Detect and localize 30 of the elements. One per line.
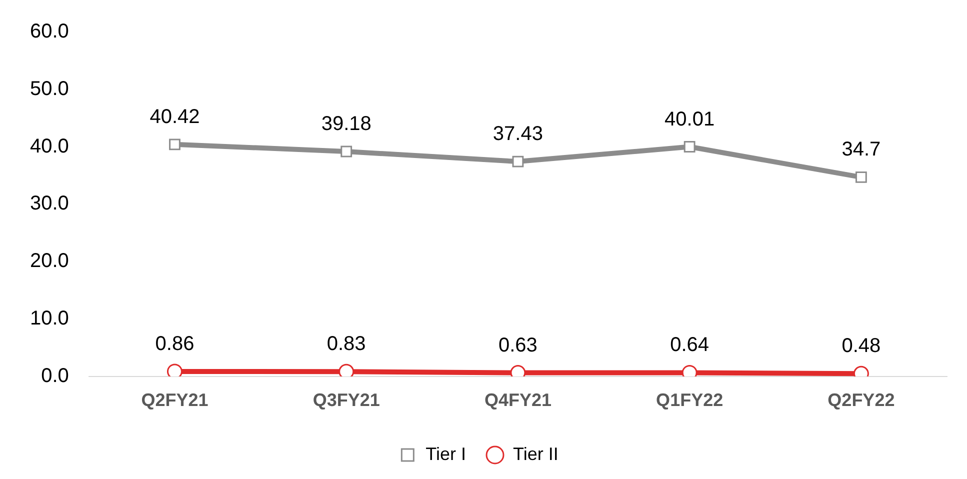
y-tick-label: 30.0 bbox=[30, 192, 69, 215]
point bbox=[512, 156, 524, 168]
data-label: 0.83 bbox=[326, 333, 366, 356]
y-tick-label: 0.0 bbox=[41, 364, 69, 387]
legend-label: Tier II bbox=[513, 444, 558, 464]
data-label: 0.63 bbox=[498, 334, 538, 356]
x-tick-label: Q4FY21 bbox=[484, 390, 552, 410]
point bbox=[340, 146, 352, 158]
x-tick-label: Q3FY21 bbox=[312, 390, 380, 410]
data-label: 37.43 bbox=[492, 123, 543, 146]
x-tick-label: Q2FY21 bbox=[141, 390, 208, 410]
x-tick-label: Q1FY22 bbox=[656, 390, 724, 410]
y-tick-label: 40.0 bbox=[30, 135, 69, 158]
legend-label: Tier I bbox=[426, 444, 466, 464]
point bbox=[169, 138, 180, 150]
y-tick-label: 20.0 bbox=[30, 250, 69, 272]
data-label: 0.48 bbox=[842, 335, 881, 358]
data-label: 0.64 bbox=[670, 334, 710, 356]
data-label: 40.01 bbox=[664, 108, 715, 130]
data-label: 39.18 bbox=[321, 113, 372, 136]
data-label: 34.7 bbox=[842, 138, 881, 161]
point bbox=[855, 172, 867, 183]
data-label: 40.42 bbox=[150, 106, 200, 128]
data-label: 0.86 bbox=[155, 332, 194, 355]
y-tick-label: 10.0 bbox=[30, 308, 69, 330]
y-tick-label: 50.0 bbox=[30, 78, 69, 100]
point bbox=[684, 141, 696, 152]
point bbox=[166, 364, 182, 376]
x-tick-label: Q2FY22 bbox=[828, 390, 895, 410]
y-tick-label: 60.0 bbox=[30, 20, 69, 43]
